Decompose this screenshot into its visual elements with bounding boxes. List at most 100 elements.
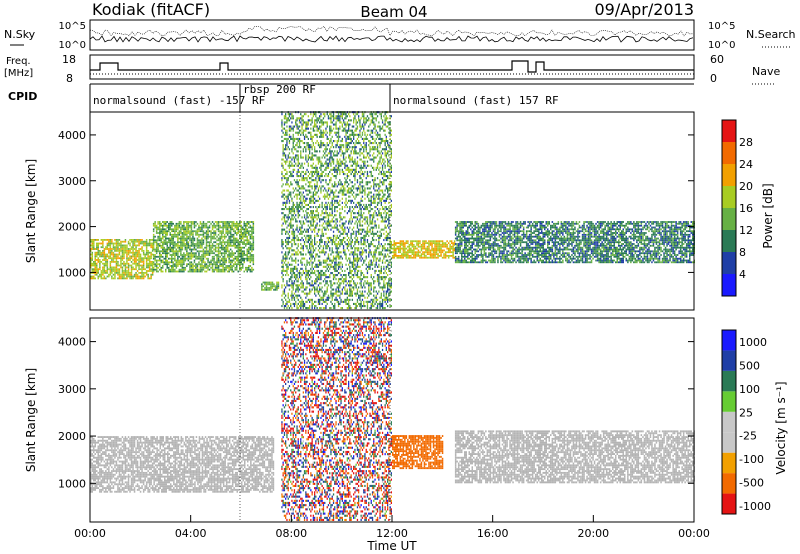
- power-cell-f0: [103, 272, 106, 274]
- power-cell-f0: [112, 273, 115, 276]
- power-cell-f1: [177, 235, 179, 238]
- power-cell-f1: [219, 250, 221, 253]
- power-cell-f3: [356, 216, 359, 219]
- power-cell-f3: [330, 292, 332, 295]
- power-cell-f3: [364, 305, 366, 308]
- power-cell-f3: [327, 265, 330, 268]
- power-cell-f3: [316, 121, 318, 124]
- power-cell-f3: [346, 173, 348, 176]
- power-cell-f1: [248, 255, 250, 258]
- power-cell-f3: [296, 144, 298, 147]
- power-cell-f0: [114, 257, 116, 260]
- power-cell-f3: [326, 131, 328, 134]
- power-cell-f3: [301, 300, 303, 303]
- power-cell-f3: [315, 187, 317, 190]
- power-cell-f3: [291, 199, 293, 202]
- power-cell-f3: [319, 220, 321, 223]
- power-cell-f2: [276, 281, 278, 284]
- power-cell-f3: [354, 269, 356, 272]
- power-cell-f0: [118, 277, 121, 280]
- power-cell-f3: [329, 140, 331, 143]
- power-cell-f0: [150, 270, 152, 272]
- power-cell-f1: [232, 235, 235, 238]
- power-cell-f3: [337, 129, 340, 132]
- power-cell-f3: [341, 228, 343, 231]
- power-cell-f1: [186, 226, 188, 229]
- power-cell-f0: [117, 248, 119, 250]
- power-cell-f1: [213, 241, 215, 244]
- power-cell-f3: [283, 189, 286, 192]
- power-cell-f3: [292, 249, 294, 252]
- power-cell-f0: [133, 242, 136, 245]
- power-cell-f3: [341, 288, 343, 291]
- power-cell-f1: [248, 248, 250, 251]
- power-cell-f1: [169, 243, 171, 245]
- power-cell-f0: [93, 240, 95, 243]
- power-cell-f1: [155, 232, 158, 234]
- power-cell-f3: [358, 302, 360, 305]
- power-cell-f0: [103, 270, 106, 272]
- power-cell-f3: [283, 288, 286, 291]
- power-cell-f0: [132, 266, 134, 269]
- power-cell-f3: [281, 135, 283, 138]
- power-cell-f3: [346, 307, 348, 310]
- power-cell-f1: [192, 266, 194, 269]
- power-cell-f3: [351, 199, 353, 202]
- power-cell-f3: [360, 307, 362, 310]
- power-cell-f0: [91, 246, 93, 249]
- power-cell-f1: [159, 255, 161, 258]
- power-cell-f3: [286, 284, 288, 287]
- power-cell-f1: [234, 222, 236, 225]
- power-cell-f3: [287, 179, 289, 182]
- power-cell-f1: [159, 235, 161, 238]
- power-cell-f3: [298, 125, 301, 128]
- power-cell-f3: [334, 269, 336, 272]
- power-cell-f1: [234, 239, 236, 242]
- power-cell-f3: [305, 154, 307, 157]
- power-cell-f3: [356, 121, 359, 124]
- power-cell-f1: [205, 224, 208, 227]
- power-cell-f0: [127, 264, 130, 267]
- power-cell-f3: [361, 286, 364, 289]
- power-cell-f3: [287, 265, 289, 268]
- power-cell-f1: [252, 268, 255, 271]
- power-cell-f1: [199, 266, 202, 269]
- power-cell-f0: [135, 268, 137, 271]
- power-cell-f1: [223, 237, 226, 240]
- power-cell-f3: [335, 255, 337, 258]
- power-cell-f3: [316, 269, 318, 272]
- power-cell-f0: [120, 240, 122, 243]
- power-cell-f3: [307, 158, 309, 161]
- power-cell-f3: [305, 288, 307, 291]
- power-cell-f3: [349, 135, 351, 138]
- power-cell-f3: [324, 307, 326, 310]
- power-cell-f3: [290, 170, 292, 173]
- power-cell-f0: [97, 268, 99, 271]
- power-cell-f1: [216, 255, 218, 258]
- power-cell-f3: [316, 127, 318, 130]
- power-cell-f0: [148, 257, 151, 260]
- power-cell-f3: [334, 201, 336, 204]
- power-cell-f0: [126, 246, 128, 249]
- power-cell-f3: [301, 140, 303, 143]
- power-cell-f3: [353, 288, 355, 291]
- power-cell-f3: [342, 230, 345, 233]
- power-cell-f0: [115, 250, 118, 252]
- power-cell-f0: [118, 244, 121, 247]
- power-cell-f3: [351, 218, 353, 221]
- power-cell-f1: [195, 263, 197, 266]
- power-cell-f3: [334, 261, 336, 264]
- power-cell-f1: [190, 254, 193, 256]
- power-cell-f3: [330, 220, 332, 223]
- power-cell-f0: [112, 268, 115, 271]
- power-cell-f0: [129, 277, 131, 280]
- power-cell-f3: [351, 168, 353, 171]
- power-cell-f0: [112, 251, 115, 254]
- power-cell-f3: [307, 249, 309, 252]
- power-cell-f0: [135, 240, 137, 243]
- power-cell-f3: [281, 230, 283, 233]
- power-cell-f1: [248, 246, 250, 249]
- power-cell-f3: [364, 290, 366, 293]
- power-cell-f1: [174, 257, 176, 260]
- power-cell-f3: [363, 294, 365, 297]
